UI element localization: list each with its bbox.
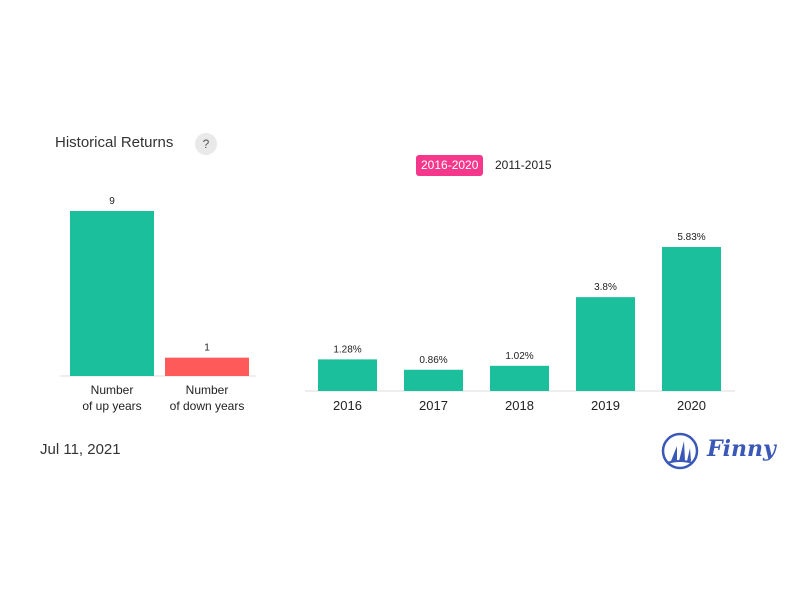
x-tick-label: 2020 [677,398,706,413]
as-of-date: Jul 11, 2021 [40,441,121,458]
data-label: 1.02% [505,351,533,362]
tab-2016-2020[interactable]: 2016-2020 [416,155,484,176]
category-label: Number [91,383,134,397]
bar [165,357,249,376]
annual-returns-chart: 1.28% 2016 0.86% 2017 1.02% 2018 3.8% 2019 5.83%… [305,232,735,413]
chart-title: Historical Returns [55,134,174,151]
tab-2011-2015[interactable]: 2011-2015 [495,158,552,172]
x-tick-label: 2016 [333,398,362,413]
category-label: of up years [82,399,141,413]
data-label: 1.28% [333,344,361,355]
data-label: 1 [204,343,210,354]
bar [70,211,154,376]
up-down-years-chart: 9 Number of up years 1 Number of down years [60,196,256,413]
finny-logo: Finny [661,432,776,472]
x-tick-label: 2017 [419,398,448,413]
brand-name: Finny [707,436,776,462]
help-icon[interactable]: ? [195,133,217,155]
category-label: of down years [170,399,245,413]
data-label: 5.83% [677,232,705,243]
data-label: 3.8% [594,282,617,293]
category-label: Number [186,383,229,397]
sailboat-icon [661,432,699,470]
bar [318,359,377,391]
x-tick-label: 2018 [505,398,534,413]
x-tick-label: 2019 [591,398,620,413]
bar [490,365,549,391]
data-label: 9 [109,196,115,207]
bar [662,247,721,391]
bar [576,297,635,391]
bar [404,369,463,391]
data-label: 0.86% [419,355,447,366]
